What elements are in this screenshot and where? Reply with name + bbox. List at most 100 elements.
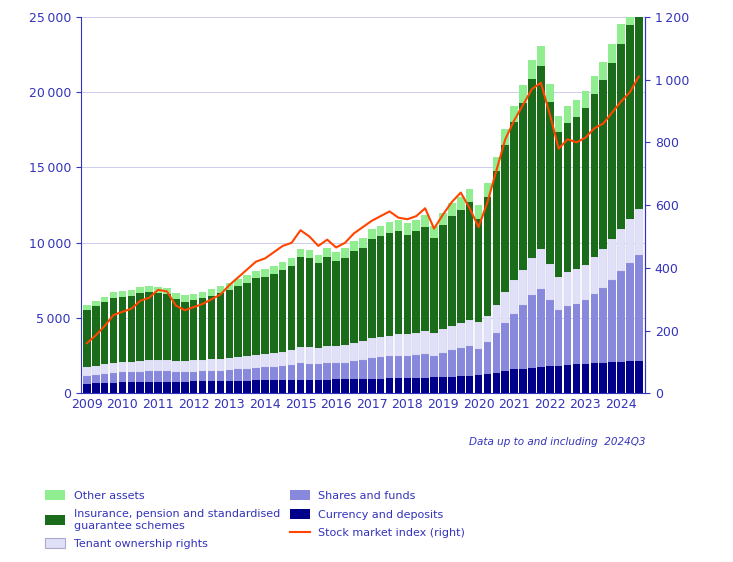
Bar — [617, 362, 625, 393]
Bar — [92, 383, 100, 393]
Bar — [608, 44, 616, 63]
Bar — [342, 257, 349, 345]
Bar — [342, 362, 349, 379]
Bar — [350, 361, 358, 379]
Bar — [457, 348, 465, 377]
Bar — [484, 342, 491, 374]
Bar — [475, 323, 482, 348]
Bar — [413, 333, 420, 355]
Bar — [591, 363, 598, 393]
Bar — [617, 271, 625, 362]
Bar — [190, 360, 197, 371]
Bar — [119, 297, 126, 362]
Bar — [448, 203, 456, 216]
Bar — [466, 376, 474, 393]
Bar — [252, 271, 259, 279]
Bar — [493, 333, 500, 373]
Bar — [181, 372, 188, 382]
Bar — [243, 356, 251, 369]
Bar — [332, 364, 340, 379]
Bar — [377, 236, 384, 337]
Bar — [510, 106, 518, 123]
Bar — [475, 206, 482, 219]
Bar — [635, 361, 643, 393]
Bar — [368, 239, 375, 338]
Bar — [306, 347, 313, 364]
Bar — [342, 379, 349, 393]
Bar — [119, 373, 126, 382]
Bar — [314, 364, 322, 380]
Bar — [306, 250, 313, 259]
Bar — [386, 336, 394, 356]
Bar — [359, 238, 366, 248]
Bar — [600, 288, 607, 363]
Bar — [243, 380, 251, 393]
Bar — [484, 374, 491, 393]
Bar — [314, 348, 322, 364]
Bar — [564, 365, 571, 393]
Bar — [101, 383, 108, 393]
Bar — [475, 375, 482, 393]
Bar — [128, 296, 135, 362]
Bar — [617, 229, 625, 271]
Bar — [207, 371, 216, 381]
Bar — [555, 365, 562, 393]
Bar — [226, 357, 233, 370]
Bar — [528, 296, 536, 368]
Bar — [83, 376, 91, 384]
Bar — [394, 334, 402, 356]
Bar — [546, 366, 553, 393]
Bar — [306, 364, 313, 380]
Bar — [217, 381, 224, 393]
Bar — [181, 382, 188, 393]
Bar — [501, 292, 509, 323]
Bar — [377, 225, 384, 236]
Text: Data up to and including  2024Q3: Data up to and including 2024Q3 — [468, 437, 645, 447]
Bar — [591, 257, 598, 294]
Bar — [226, 381, 233, 393]
Bar — [564, 306, 571, 365]
Bar — [350, 251, 358, 343]
Bar — [484, 183, 491, 197]
Bar — [555, 116, 562, 132]
Bar — [439, 353, 446, 377]
Bar — [207, 289, 216, 296]
Bar — [493, 171, 500, 305]
Bar — [252, 380, 259, 393]
Bar — [145, 292, 153, 360]
Bar — [136, 361, 144, 371]
Bar — [377, 379, 384, 393]
Bar — [323, 363, 331, 379]
Bar — [314, 264, 322, 348]
Bar — [190, 382, 197, 393]
Bar — [261, 380, 269, 393]
Bar — [581, 108, 589, 265]
Bar — [430, 238, 438, 333]
Bar — [475, 348, 482, 375]
Bar — [635, 255, 643, 361]
Bar — [136, 382, 144, 393]
Bar — [110, 363, 117, 373]
Bar — [172, 382, 180, 393]
Bar — [466, 189, 474, 202]
Bar — [101, 364, 108, 374]
Bar — [572, 304, 581, 364]
Bar — [261, 277, 269, 353]
Bar — [600, 62, 607, 80]
Bar — [83, 305, 91, 310]
Bar — [359, 248, 366, 341]
Bar — [591, 94, 598, 257]
Bar — [145, 360, 153, 371]
Bar — [493, 157, 500, 171]
Bar — [537, 367, 545, 393]
Bar — [332, 252, 340, 261]
Bar — [537, 289, 545, 367]
Bar — [226, 370, 233, 381]
Bar — [555, 277, 562, 310]
Bar — [394, 356, 402, 378]
Bar — [128, 290, 135, 296]
Bar — [342, 345, 349, 362]
Bar — [217, 286, 224, 293]
Bar — [226, 283, 233, 290]
Bar — [181, 295, 188, 302]
